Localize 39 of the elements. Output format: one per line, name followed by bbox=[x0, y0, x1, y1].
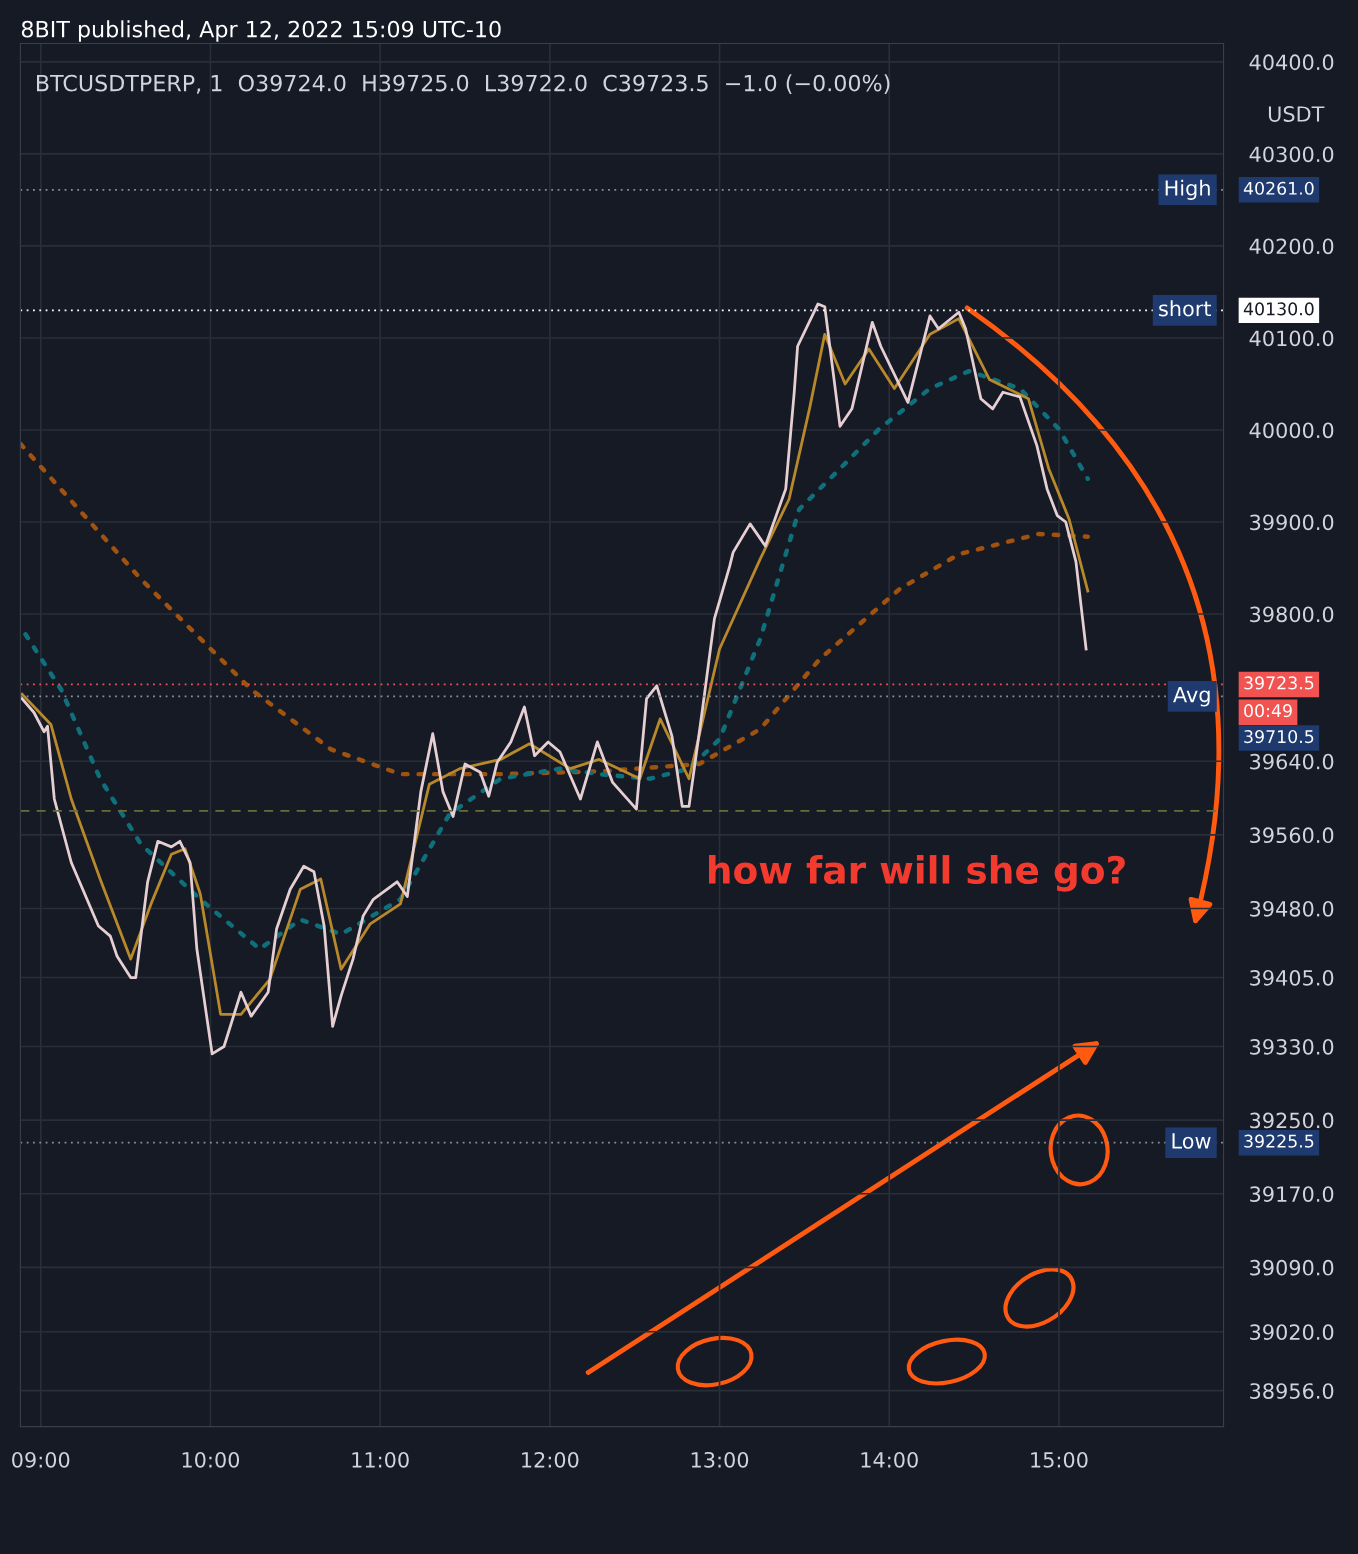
x-tick-label: 14:00 bbox=[861, 1451, 918, 1468]
x-tick-label: 12:00 bbox=[522, 1451, 579, 1468]
ref-line-label: Avg bbox=[1173, 686, 1210, 707]
y-tick-label: 38956.0 bbox=[1250, 1383, 1334, 1399]
y-tick-label: 40100.0 bbox=[1249, 330, 1334, 347]
y-tick-label: 39330.0 bbox=[1250, 1038, 1334, 1055]
y-tick-label: 39020.0 bbox=[1250, 1324, 1334, 1340]
ref-line-label: High bbox=[1165, 179, 1210, 200]
annotation: how far will she go? bbox=[709, 855, 1125, 892]
ref-line-label: short bbox=[1159, 300, 1212, 317]
x-tick-label: 11:00 bbox=[352, 1451, 409, 1468]
y-tick-label: 39640.0 bbox=[1250, 753, 1334, 770]
y-tick-label: 40400.0 bbox=[1249, 54, 1334, 71]
y-tick-label: 39800.0 bbox=[1250, 606, 1334, 623]
y-tick-label: 40200.0 bbox=[1249, 238, 1334, 255]
line-series bbox=[20, 441, 1091, 777]
x-tick-label: 15:00 bbox=[1031, 1451, 1088, 1468]
y-tick-label: 39405.0 bbox=[1250, 969, 1334, 986]
y-axis-title: USDT bbox=[1268, 106, 1325, 122]
text: 39723.5 bbox=[1244, 676, 1314, 690]
y-tick-label: 40300.0 bbox=[1249, 146, 1334, 163]
x-tick-label: 09:00 bbox=[12, 1451, 70, 1468]
text: BTCUSDTPERP, 1 O39724.0 H39725.0 L39722.0 C39723.5 −1.0 (−0.00%) bbox=[36, 74, 890, 95]
x-tick-label: 13:00 bbox=[691, 1451, 749, 1468]
text: 40130.0 bbox=[1243, 302, 1314, 316]
y-tick-label: 40000.0 bbox=[1249, 422, 1334, 439]
text: 39225.5 bbox=[1244, 1134, 1314, 1148]
y-tick-label: 39900.0 bbox=[1250, 514, 1334, 531]
y-tick-label: 39170.0 bbox=[1250, 1186, 1334, 1202]
text: 39710.5 bbox=[1244, 730, 1314, 744]
text: 00:49 bbox=[1244, 704, 1292, 718]
y-tick-label: 39480.0 bbox=[1250, 900, 1334, 917]
y-tick-label: 39090.0 bbox=[1250, 1259, 1334, 1276]
chart-title: 8BIT published, Apr 12, 2022 15:09 UTC-10 bbox=[21, 20, 501, 42]
y-tick-label: 39560.0 bbox=[1250, 827, 1334, 844]
ref-line-label: Low bbox=[1172, 1133, 1211, 1149]
x-tick-label: 10:00 bbox=[182, 1451, 240, 1468]
text: 40261.0 bbox=[1243, 181, 1314, 195]
y-tick-label: 39250.0 bbox=[1250, 1112, 1334, 1129]
